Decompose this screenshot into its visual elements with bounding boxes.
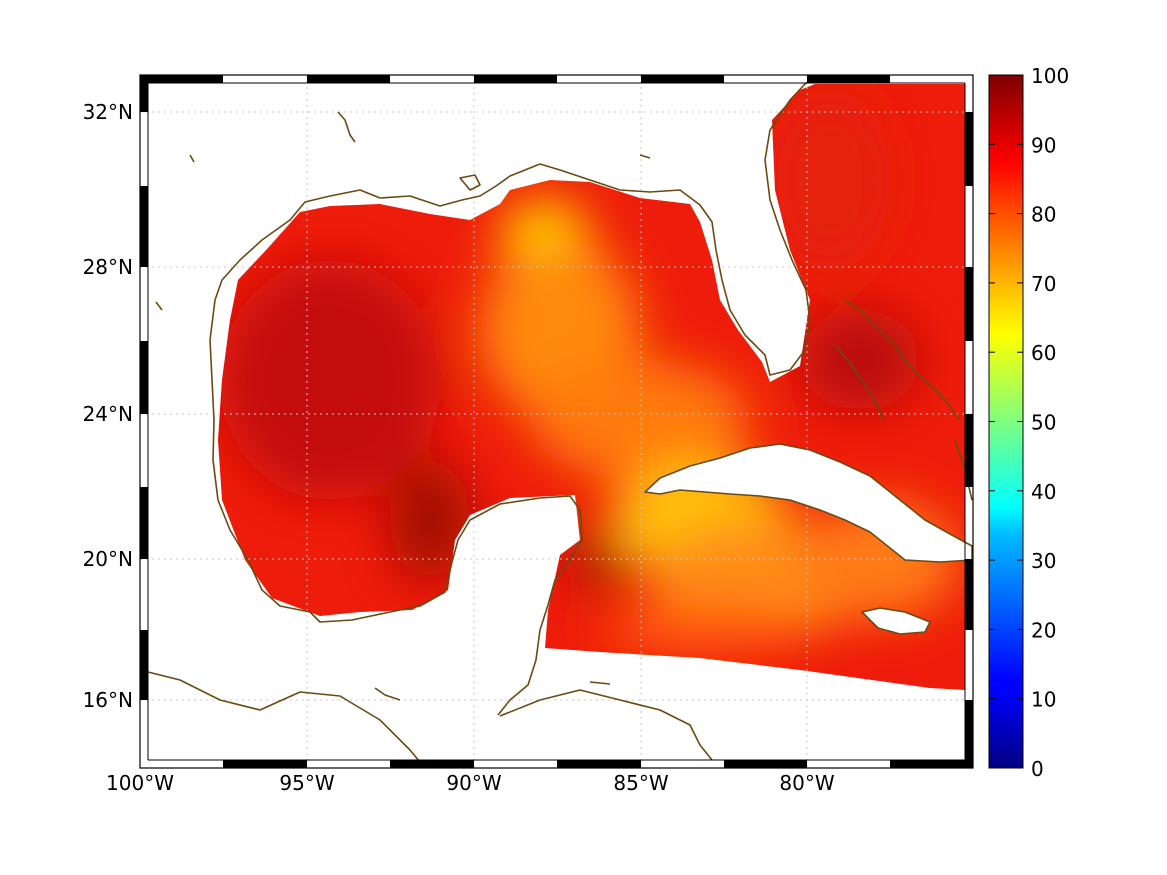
colorbar-tick-label: 40	[1031, 480, 1056, 504]
colorbar-tick-label: 90	[1031, 133, 1056, 157]
lat-label: 16°N	[83, 688, 133, 712]
colorbar: 0 10 20 30 40 50 60 70 80 90 100	[988, 64, 1069, 781]
lon-label: 85°W	[613, 771, 668, 795]
longitude-labels: 100°W 95°W 90°W 85°W 80°W	[106, 771, 835, 795]
lat-label: 24°N	[83, 402, 133, 426]
colorbar-tick-label: 20	[1031, 618, 1056, 642]
colorbar-tick-label: 10	[1031, 688, 1056, 712]
lon-label: 90°W	[446, 771, 501, 795]
colorbar-tick-label: 80	[1031, 203, 1056, 227]
colorbar-tick-label: 30	[1031, 549, 1056, 573]
colorbar-tick-label: 60	[1031, 341, 1056, 365]
lon-label: 95°W	[279, 771, 334, 795]
colorbar-tick-label: 70	[1031, 272, 1056, 296]
lat-label: 20°N	[83, 547, 133, 571]
data-field	[218, 84, 965, 690]
colorbar-tick-label: 0	[1031, 757, 1044, 781]
lon-label: 80°W	[779, 771, 834, 795]
colorbar-tick-label: 100	[1031, 64, 1069, 88]
lon-label: 100°W	[106, 771, 174, 795]
gridlines	[140, 75, 973, 768]
latitude-labels: 32°N 28°N 24°N 20°N 16°N	[83, 100, 133, 712]
lat-label: 28°N	[83, 255, 133, 279]
lat-label: 32°N	[83, 100, 133, 124]
map-frame	[139, 74, 974, 769]
colorbar-tick-label: 50	[1031, 411, 1056, 435]
colorbar-ticks: 0 10 20 30 40 50 60 70 80 90 100	[989, 64, 1069, 781]
